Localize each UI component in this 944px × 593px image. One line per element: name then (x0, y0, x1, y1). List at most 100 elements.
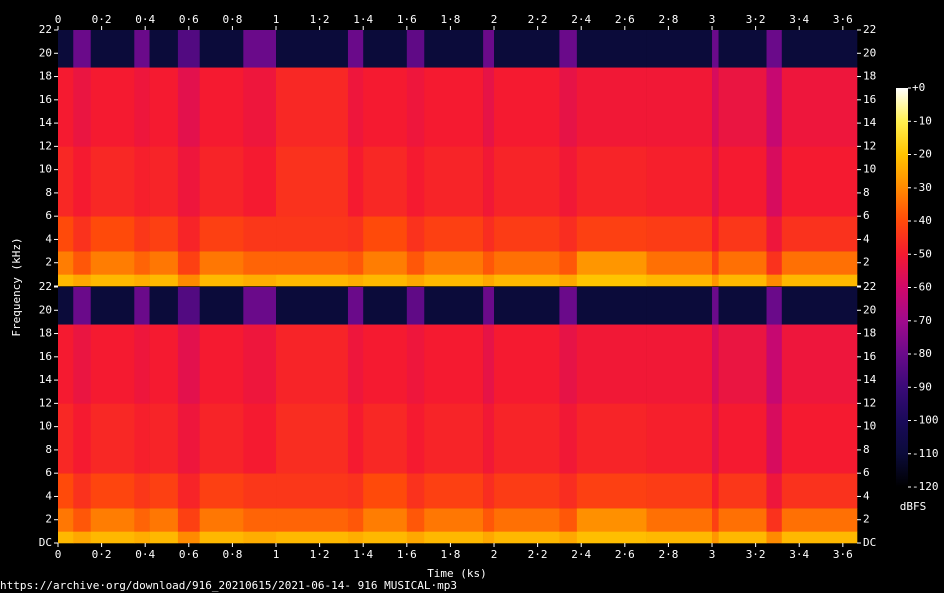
cell (243, 251, 277, 275)
cell (494, 473, 560, 509)
y-tick-label: DC (863, 536, 876, 549)
x-tick-label: 2·8 (658, 548, 678, 561)
y-axis-title: Frequency (kHz) (10, 237, 23, 336)
colorbar-tick-label: -20 (912, 148, 932, 161)
cell (58, 67, 74, 147)
colorbar-tick-label: -10 (912, 114, 932, 127)
cell (494, 324, 560, 404)
cell (424, 251, 484, 275)
cell (134, 508, 150, 532)
cell (243, 216, 277, 252)
x-tick-label: 0·2 (92, 548, 112, 561)
cell (276, 251, 349, 275)
cell (177, 146, 201, 217)
y-tick-label: 16 (39, 93, 52, 106)
cell (347, 403, 364, 474)
cell (766, 324, 783, 404)
x-tick-label: 2·2 (528, 13, 548, 26)
cell (483, 274, 495, 287)
cell (712, 324, 719, 404)
y-tick-label: 18 (863, 70, 876, 83)
cell (766, 508, 783, 532)
cell (73, 531, 92, 544)
cell (199, 274, 244, 287)
cell (73, 508, 92, 532)
cell (243, 287, 277, 325)
cell (90, 216, 135, 252)
cell (766, 146, 783, 217)
cell (149, 274, 179, 287)
cell (276, 67, 349, 147)
cell (483, 146, 495, 217)
colorbar-tick-label: -110 (912, 447, 939, 460)
cell (58, 216, 74, 252)
cell (559, 274, 578, 287)
cell (483, 531, 495, 544)
cell (149, 508, 179, 532)
cell (199, 287, 244, 325)
cell (90, 146, 135, 217)
cell (646, 274, 713, 287)
x-tick-label: 0·8 (222, 548, 242, 561)
cell (90, 30, 135, 68)
cell (766, 403, 783, 474)
cell (576, 146, 647, 217)
cell (363, 508, 408, 532)
cell (646, 531, 713, 544)
cell (347, 473, 364, 509)
cell (177, 251, 201, 275)
cell (149, 473, 179, 509)
cell (559, 473, 578, 509)
cell (712, 287, 719, 325)
cell (781, 67, 858, 147)
cell (199, 473, 244, 509)
cell (347, 324, 364, 404)
cell (363, 287, 408, 325)
cell (363, 403, 408, 474)
y-tick-label: 4 (45, 489, 52, 502)
cell (646, 146, 713, 217)
cell (90, 473, 135, 509)
y-tick-label: 14 (39, 373, 53, 386)
x-tick-label: 2 (491, 13, 498, 26)
cell (576, 508, 647, 532)
cell (483, 324, 495, 404)
cell (134, 251, 150, 275)
cell (347, 508, 364, 532)
cell (781, 403, 858, 474)
cell (73, 274, 92, 287)
cell (576, 473, 647, 509)
cell (559, 30, 578, 68)
cell (243, 508, 277, 532)
cell (90, 287, 135, 325)
y-tick-label: 20 (863, 46, 876, 59)
cell (199, 508, 244, 532)
colorbar-tick-label: -120 (912, 480, 939, 493)
cell (134, 30, 150, 68)
cell (276, 508, 349, 532)
cell (559, 324, 578, 404)
x-tick-label: 2·4 (571, 548, 591, 561)
cell (718, 324, 767, 404)
cell (718, 251, 767, 275)
cell (58, 508, 74, 532)
cell (363, 324, 408, 404)
cell (243, 67, 277, 147)
cell (90, 324, 135, 404)
cell (90, 67, 135, 147)
x-tick-label: 2·6 (615, 13, 635, 26)
x-tick-label: 3·6 (833, 13, 853, 26)
cell (483, 30, 495, 68)
cell (424, 531, 484, 544)
cell (347, 274, 364, 287)
cell (718, 274, 767, 287)
cell (424, 473, 484, 509)
cell (781, 146, 858, 217)
colorbar-tick-label: -50 (912, 247, 932, 260)
cell (646, 324, 713, 404)
cell (276, 473, 349, 509)
cell (712, 30, 719, 68)
cell (199, 67, 244, 147)
cell (134, 531, 150, 544)
cell (347, 287, 364, 325)
